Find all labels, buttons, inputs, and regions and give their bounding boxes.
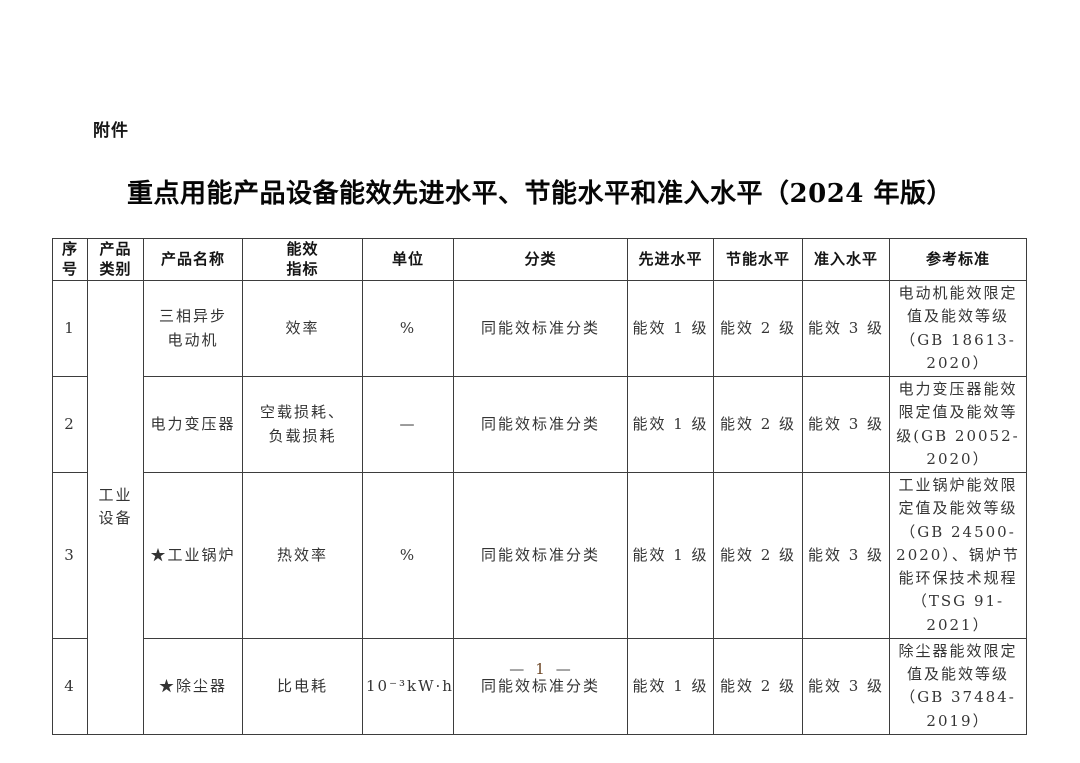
footer-dash-right: —	[555, 660, 571, 678]
footer-number: 1	[535, 660, 545, 678]
footer-dash-left: —	[509, 660, 525, 678]
cell-classification: 同能效标准分类	[453, 280, 628, 377]
header-cell-indicator: 能效 指标	[242, 238, 363, 281]
table-row-4: 4 ★除尘器 比电耗 10⁻³kW·h/m³ 同能效标准分类 能效 1 级 能效…	[52, 637, 1027, 735]
cell-advanced-level: 能效 1 级	[627, 280, 714, 377]
cell-classification: 同能效标准分类	[453, 472, 628, 639]
header-cell-category: 产品 类别	[87, 238, 144, 281]
cell-row-no: 2	[52, 376, 88, 473]
cell-reference-standard: 电力变压器能效限定值及能效等级(GB 20052-2020）	[889, 376, 1027, 473]
cell-classification: 同能效标准分类	[453, 376, 628, 473]
header-cell-name: 产品名称	[143, 238, 243, 281]
cell-indicator: 热效率	[242, 472, 363, 639]
cell-reference-standard: 除尘器能效限定值及能效等级（GB 37484-2019）	[889, 637, 1027, 735]
cell-entry-level: 能效 3 级	[802, 637, 890, 735]
cell-saving-level: 能效 2 级	[713, 637, 803, 735]
cell-saving-level: 能效 2 级	[713, 472, 803, 639]
cell-product-name: ★工业锅炉	[143, 472, 243, 639]
cell-reference-standard: 工业锅炉能效限定值及能效等级（GB 24500-2020）、锅炉节能环保技术规程…	[889, 472, 1027, 639]
table-row-3: 3 ★工业锅炉 热效率 % 同能效标准分类 能效 1 级 能效 2 级 能效 3…	[52, 472, 1027, 639]
cell-row-no: 3	[52, 472, 88, 639]
cell-product-name: 三相异步 电动机	[143, 280, 243, 377]
cell-classification: 同能效标准分类	[453, 637, 628, 735]
header-cell-unit: 单位	[362, 238, 454, 281]
cell-entry-level: 能效 3 级	[802, 472, 890, 639]
cell-row-no: 4	[52, 637, 88, 735]
document-title: 重点用能产品设备能效先进水平、节能水平和准入水平（2024 年版）	[127, 179, 953, 209]
cell-advanced-level: 能效 1 级	[627, 376, 714, 473]
table-row-2: 2 电力变压器 空载损耗、 负载损耗 — 同能效标准分类 能效 1 级 能效 2…	[52, 376, 1027, 473]
header-cell-reference: 参考标准	[889, 238, 1027, 281]
cell-indicator: 比电耗	[242, 637, 363, 735]
header-cell-classification: 分类	[453, 238, 628, 281]
cell-unit: —	[362, 376, 454, 473]
table-header-row: 序号 产品 类别 产品名称 能效 指标 单位 分类 先进水平 节能水平 准入水平…	[52, 238, 1027, 281]
cell-advanced-level: 能效 1 级	[627, 637, 714, 735]
header-cell-saving: 节能水平	[713, 238, 803, 281]
cell-saving-level: 能效 2 级	[713, 376, 803, 473]
cell-advanced-level: 能效 1 级	[627, 472, 714, 639]
header-cell-no: 序号	[52, 238, 88, 281]
cell-entry-level: 能效 3 级	[802, 376, 890, 473]
cell-row-no: 1	[52, 280, 88, 377]
cell-product-name: 电力变压器	[143, 376, 243, 473]
page-number: — 1 —	[0, 660, 1080, 678]
cell-unit: %	[362, 472, 454, 639]
cell-saving-level: 能效 2 级	[713, 280, 803, 377]
cell-indicator: 空载损耗、 负载损耗	[242, 376, 363, 473]
attachment-label: 附件	[93, 121, 129, 140]
cell-reference-standard: 电动机能效限定值及能效等级（GB 18613-2020）	[889, 280, 1027, 377]
energy-efficiency-table: 序号 产品 类别 产品名称 能效 指标 单位 分类 先进水平 节能水平 准入水平…	[52, 238, 1027, 735]
cell-indicator: 效率	[242, 280, 363, 377]
header-cell-advanced: 先进水平	[627, 238, 714, 281]
table-row-1: 1 工业 设备 三相异步 电动机 效率 % 同能效标准分类 能效 1 级 能效 …	[52, 280, 1027, 735]
header-cell-entry: 准入水平	[802, 238, 890, 281]
cell-product-name: ★除尘器	[143, 637, 243, 735]
cell-unit: %	[362, 280, 454, 377]
cell-unit: 10⁻³kW·h/m³	[362, 637, 454, 735]
cell-entry-level: 能效 3 级	[802, 280, 890, 377]
